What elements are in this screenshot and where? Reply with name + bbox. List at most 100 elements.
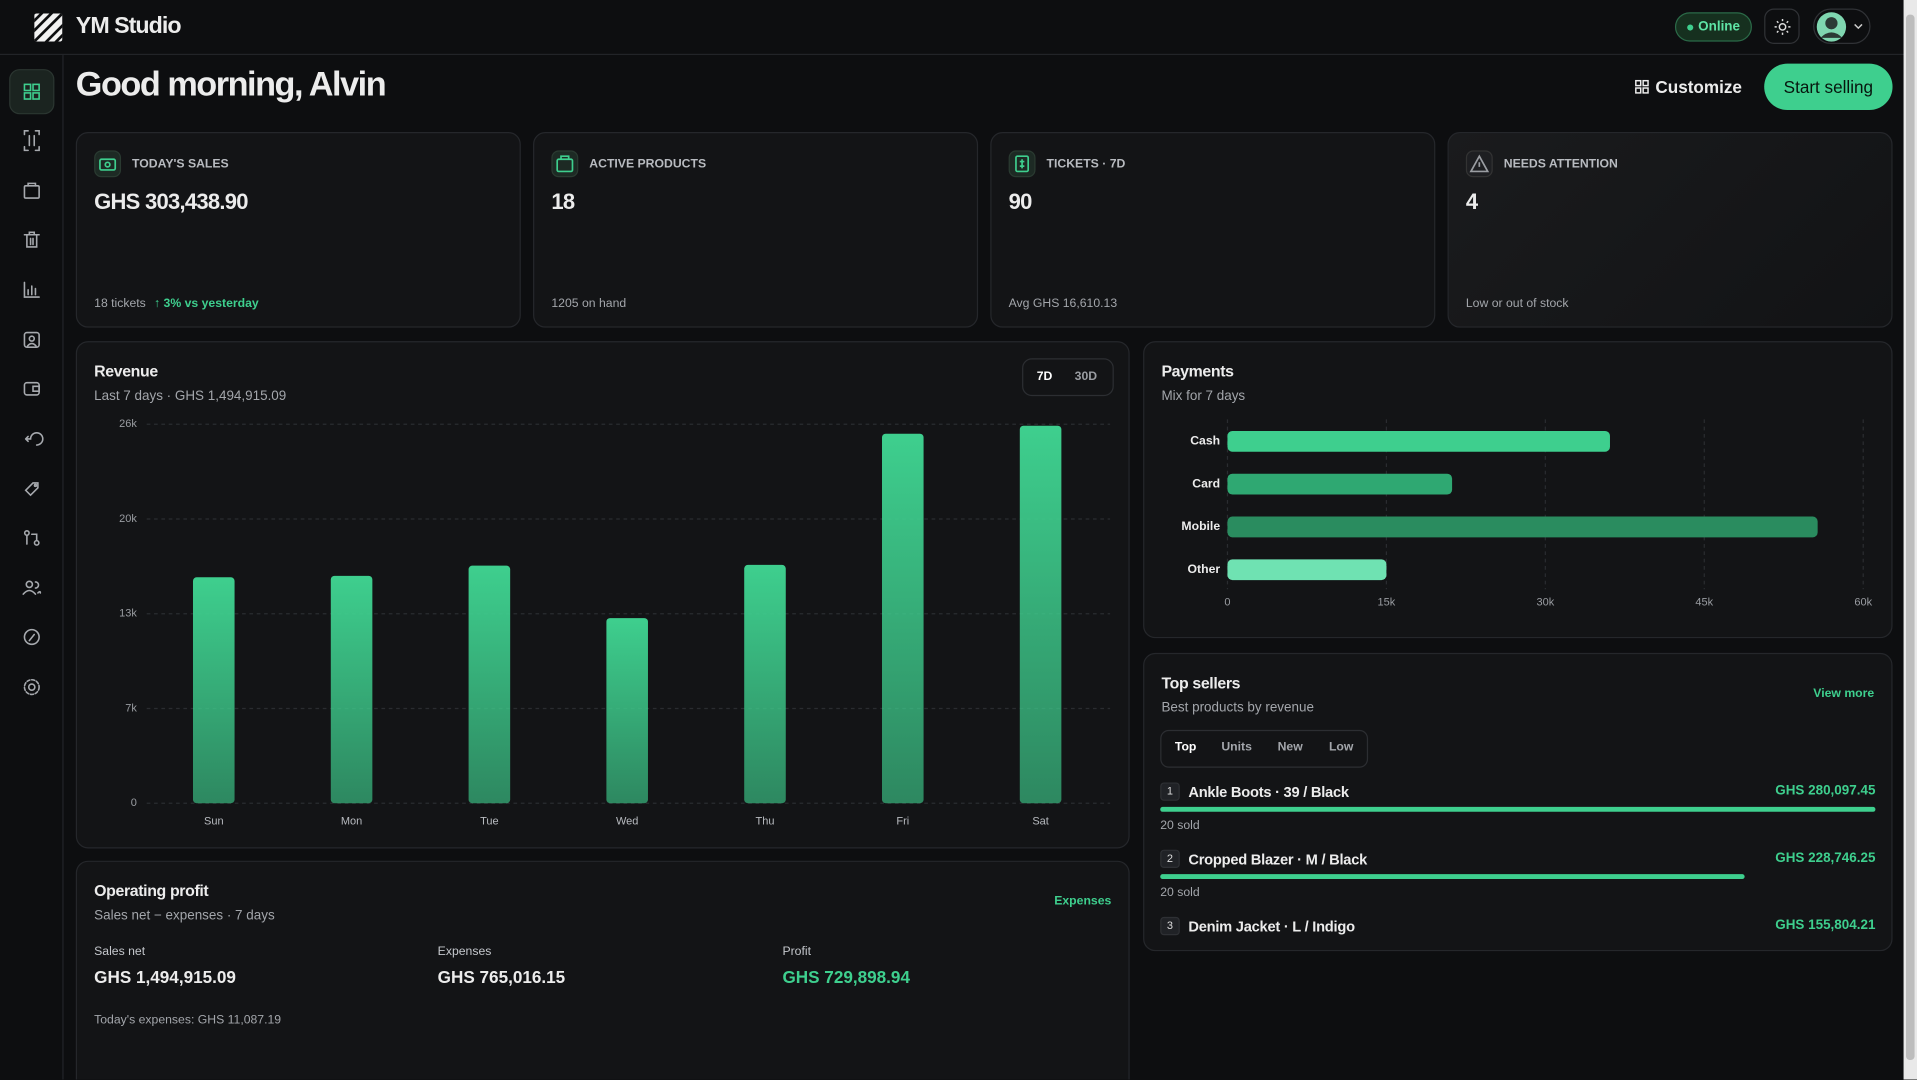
stat-icon	[551, 150, 579, 178]
product-revenue: GHS 280,097.45	[1775, 783, 1876, 799]
operating-profit-card: Operating profit Sales net − expenses · …	[75, 860, 1130, 1080]
stat-value: 90	[1008, 189, 1033, 214]
revenue-bar	[1160, 874, 1745, 880]
range-option[interactable]: 30D	[1074, 370, 1098, 384]
tab[interactable]: Units	[1221, 740, 1252, 755]
x-tick-label: Sun	[204, 815, 224, 827]
avatar	[1816, 12, 1863, 42]
revenue-card: Revenue Last 7 days · GHS 1,494,915.09 7…	[75, 341, 1130, 849]
x-tick-label: Mon	[341, 815, 362, 827]
range-option[interactable]: 7D	[1036, 370, 1053, 384]
category-label: Card	[1192, 476, 1220, 490]
bar	[1227, 559, 1387, 581]
card-subtitle: Sales net − expenses · 7 days	[94, 908, 275, 924]
stat-icon	[94, 150, 122, 178]
metric-label: Expenses	[437, 945, 492, 959]
x-tick-label: Fri	[896, 815, 909, 827]
card-subtitle: Last 7 days · GHS 1,494,915.09	[94, 388, 287, 404]
stat-label: NEEDS ATTENTION	[1503, 157, 1618, 172]
category-label: Cash	[1190, 434, 1220, 448]
bar	[606, 618, 648, 804]
y-tick-label: 13k	[119, 608, 137, 620]
product-name: Denim Jacket · L / Indigo	[1188, 918, 1355, 936]
category-label: Other	[1188, 562, 1221, 576]
avatar-menu[interactable]	[1813, 8, 1871, 45]
x-tick-label: 15k	[1378, 597, 1396, 609]
y-tick-label: 0	[131, 797, 137, 809]
status-text: Online	[1698, 19, 1741, 35]
brand: YM Studio	[75, 13, 182, 40]
theme-toggle[interactable]	[1764, 8, 1800, 45]
note: Today's expenses: GHS 11,087.19	[94, 1013, 282, 1027]
stat-label: TICKETS · 7D	[1046, 157, 1126, 172]
status-pill: Online	[1674, 12, 1752, 42]
customize-button[interactable]: Customize	[1655, 77, 1742, 97]
stat-value: 4	[1465, 189, 1478, 214]
scroll-thumb	[1906, 14, 1915, 1060]
status-dot	[1687, 24, 1694, 31]
product-name: Ankle Boots · 39 / Black	[1188, 783, 1349, 801]
rank-badge: 1	[1160, 782, 1180, 801]
bar	[468, 565, 511, 804]
icon	[1015, 155, 1030, 173]
rank-badge: 2	[1160, 849, 1180, 869]
x-tick-label: Thu	[756, 815, 775, 827]
bar	[1227, 430, 1610, 452]
y-tick-label: 20k	[119, 513, 137, 525]
card-title: Top sellers	[1161, 673, 1241, 692]
category-label: Mobile	[1181, 519, 1220, 533]
top-sellers-card: Top sellers Best products by revenue Vie…	[1143, 652, 1893, 952]
metric-value: GHS 765,016.15	[437, 967, 566, 987]
stat-note: 1205 on hand	[551, 297, 627, 311]
card-title: Revenue	[94, 361, 158, 381]
logo	[34, 13, 63, 42]
header	[0, 0, 1917, 56]
sun-icon	[1774, 18, 1791, 35]
metric-label: Profit	[782, 945, 811, 959]
sold-count: 20 sold	[1160, 819, 1200, 833]
icon	[99, 158, 117, 171]
stat-card: ACTIVE PRODUCTS 18 1205 on hand	[533, 132, 979, 328]
customize-icon	[1635, 79, 1649, 94]
stat-label: TODAY'S SALES	[132, 157, 229, 172]
stat-label: ACTIVE PRODUCTS	[589, 157, 707, 172]
metric-value: GHS 1,494,915.09	[94, 967, 236, 987]
stat-note: Avg GHS 16,610.13	[1008, 297, 1118, 311]
rank-badge: 3	[1160, 916, 1180, 936]
x-tick-label: Tue	[480, 815, 499, 827]
card-title: Payments	[1161, 361, 1234, 381]
start-selling-button[interactable]: Start selling	[1764, 63, 1893, 111]
icon	[1469, 154, 1490, 173]
bar	[1019, 425, 1062, 804]
x-tick-label: Wed	[616, 815, 638, 827]
icon	[556, 155, 574, 173]
expenses-link[interactable]: Expenses	[1054, 894, 1112, 909]
card-title: Operating profit	[94, 881, 209, 900]
revenue-bar	[1160, 806, 1876, 812]
view-more-link[interactable]: View more	[1813, 687, 1875, 701]
card-subtitle: Best products by revenue	[1161, 700, 1314, 716]
stat-icon	[1008, 150, 1036, 178]
tab[interactable]: Top	[1174, 740, 1197, 755]
bar	[882, 433, 924, 804]
stat-value: 18	[551, 189, 575, 214]
x-tick-label: 60k	[1854, 597, 1872, 609]
x-tick-label: 30k	[1536, 597, 1554, 609]
sidebar	[0, 55, 64, 1080]
stat-card: TODAY'S SALES GHS 303,438.90 18 tickets ↑ 3…	[75, 132, 521, 328]
product-revenue: GHS 228,746.25	[1775, 850, 1876, 866]
tab[interactable]: Low	[1328, 740, 1354, 755]
stat-note: Low or out of stock	[1465, 297, 1569, 311]
sold-count: 20 sold	[1160, 886, 1200, 900]
stat-card: TICKETS · 7D 90 Avg GHS 16,610.13	[990, 132, 1436, 328]
product-revenue: GHS 155,804.21	[1775, 918, 1876, 933]
bar	[1227, 473, 1453, 495]
range-toggle: 7D 30D	[1022, 358, 1114, 397]
tab[interactable]: New	[1277, 740, 1303, 755]
metric-value: GHS 729,898.94	[782, 967, 910, 987]
bar	[1227, 516, 1818, 538]
product-name: Cropped Blazer · M / Black	[1188, 850, 1368, 869]
